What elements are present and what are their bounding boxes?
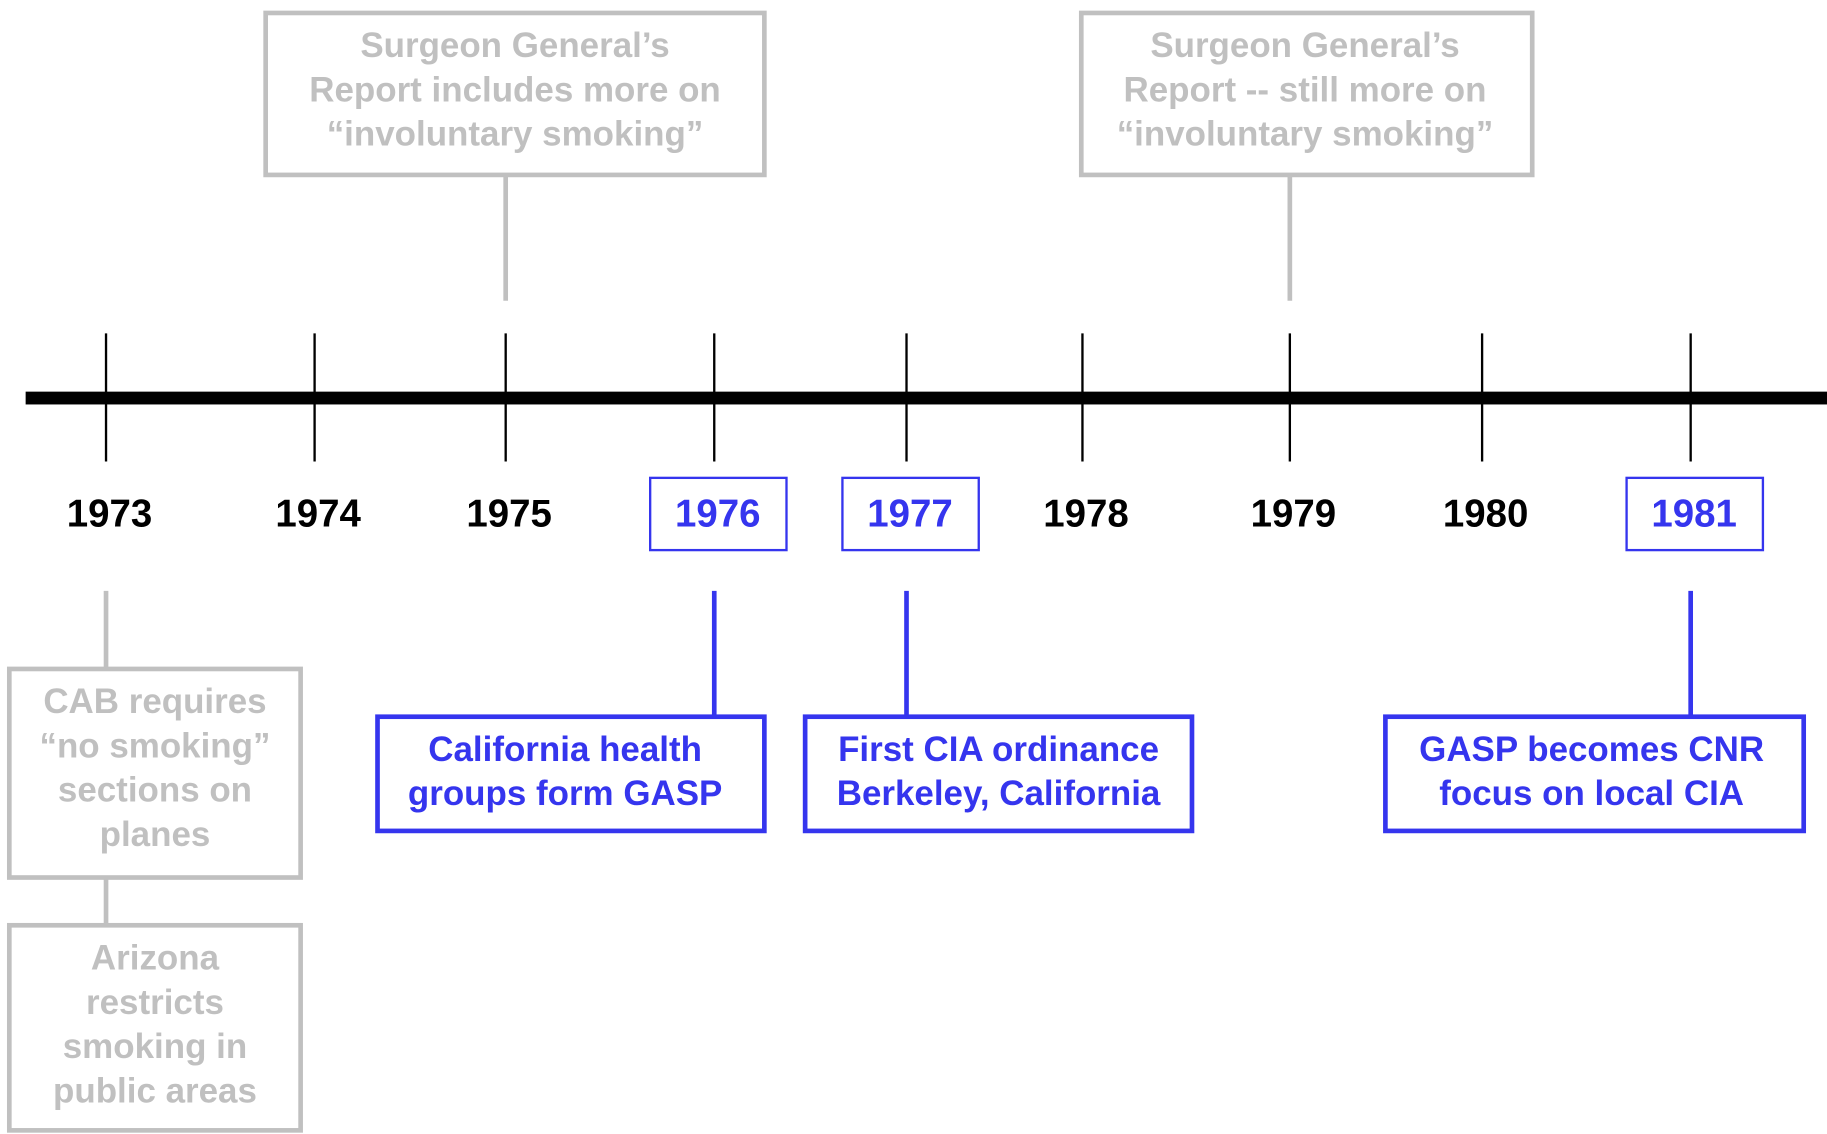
event-box [1078, 10, 1535, 178]
event-text: GASP becomes CNR [1419, 730, 1764, 769]
year-label: 1976 [675, 492, 761, 535]
event-text: restricts [86, 983, 224, 1022]
event-text: “involuntary smoking” [327, 115, 704, 154]
event-box [802, 714, 1195, 834]
event-text: Report includes more on [309, 70, 721, 109]
event-text: Berkeley, California [837, 774, 1161, 813]
event-box [375, 714, 767, 834]
year-label: 1973 [67, 492, 153, 535]
event-box [1383, 714, 1807, 834]
year-box [841, 476, 980, 552]
axis [25, 391, 1827, 405]
year-label: 1974 [275, 492, 361, 535]
event-text: focus on local CIA [1439, 774, 1744, 813]
event-text: smoking in [63, 1027, 247, 1066]
event-text: “no smoking” [39, 726, 270, 765]
event-text: Surgeon General’s [1150, 26, 1459, 65]
event-text: public areas [53, 1071, 257, 1110]
year-label: 1978 [1043, 492, 1129, 535]
year-label: 1980 [1443, 492, 1529, 535]
event-text: Surgeon General’s [360, 26, 669, 65]
event-text: First CIA ordinance [838, 730, 1159, 769]
event-text: sections on [58, 771, 252, 810]
event-text: California health [428, 730, 702, 769]
event-box [6, 922, 303, 1133]
event-text: Arizona [91, 938, 220, 977]
year-box [649, 476, 788, 552]
event-box [6, 666, 303, 880]
event-text: planes [100, 815, 211, 854]
year-label: 1979 [1251, 492, 1337, 535]
event-text: groups form GASP [408, 774, 722, 813]
year-box [1625, 476, 1765, 552]
event-text: “involuntary smoking” [1117, 115, 1494, 154]
event-box [263, 10, 767, 178]
year-label: 1981 [1651, 492, 1737, 535]
year-label: 1975 [466, 492, 552, 535]
event-text: CAB requires [43, 682, 266, 721]
event-text: Report -- still more on [1124, 70, 1487, 109]
year-label: 1977 [867, 492, 953, 535]
